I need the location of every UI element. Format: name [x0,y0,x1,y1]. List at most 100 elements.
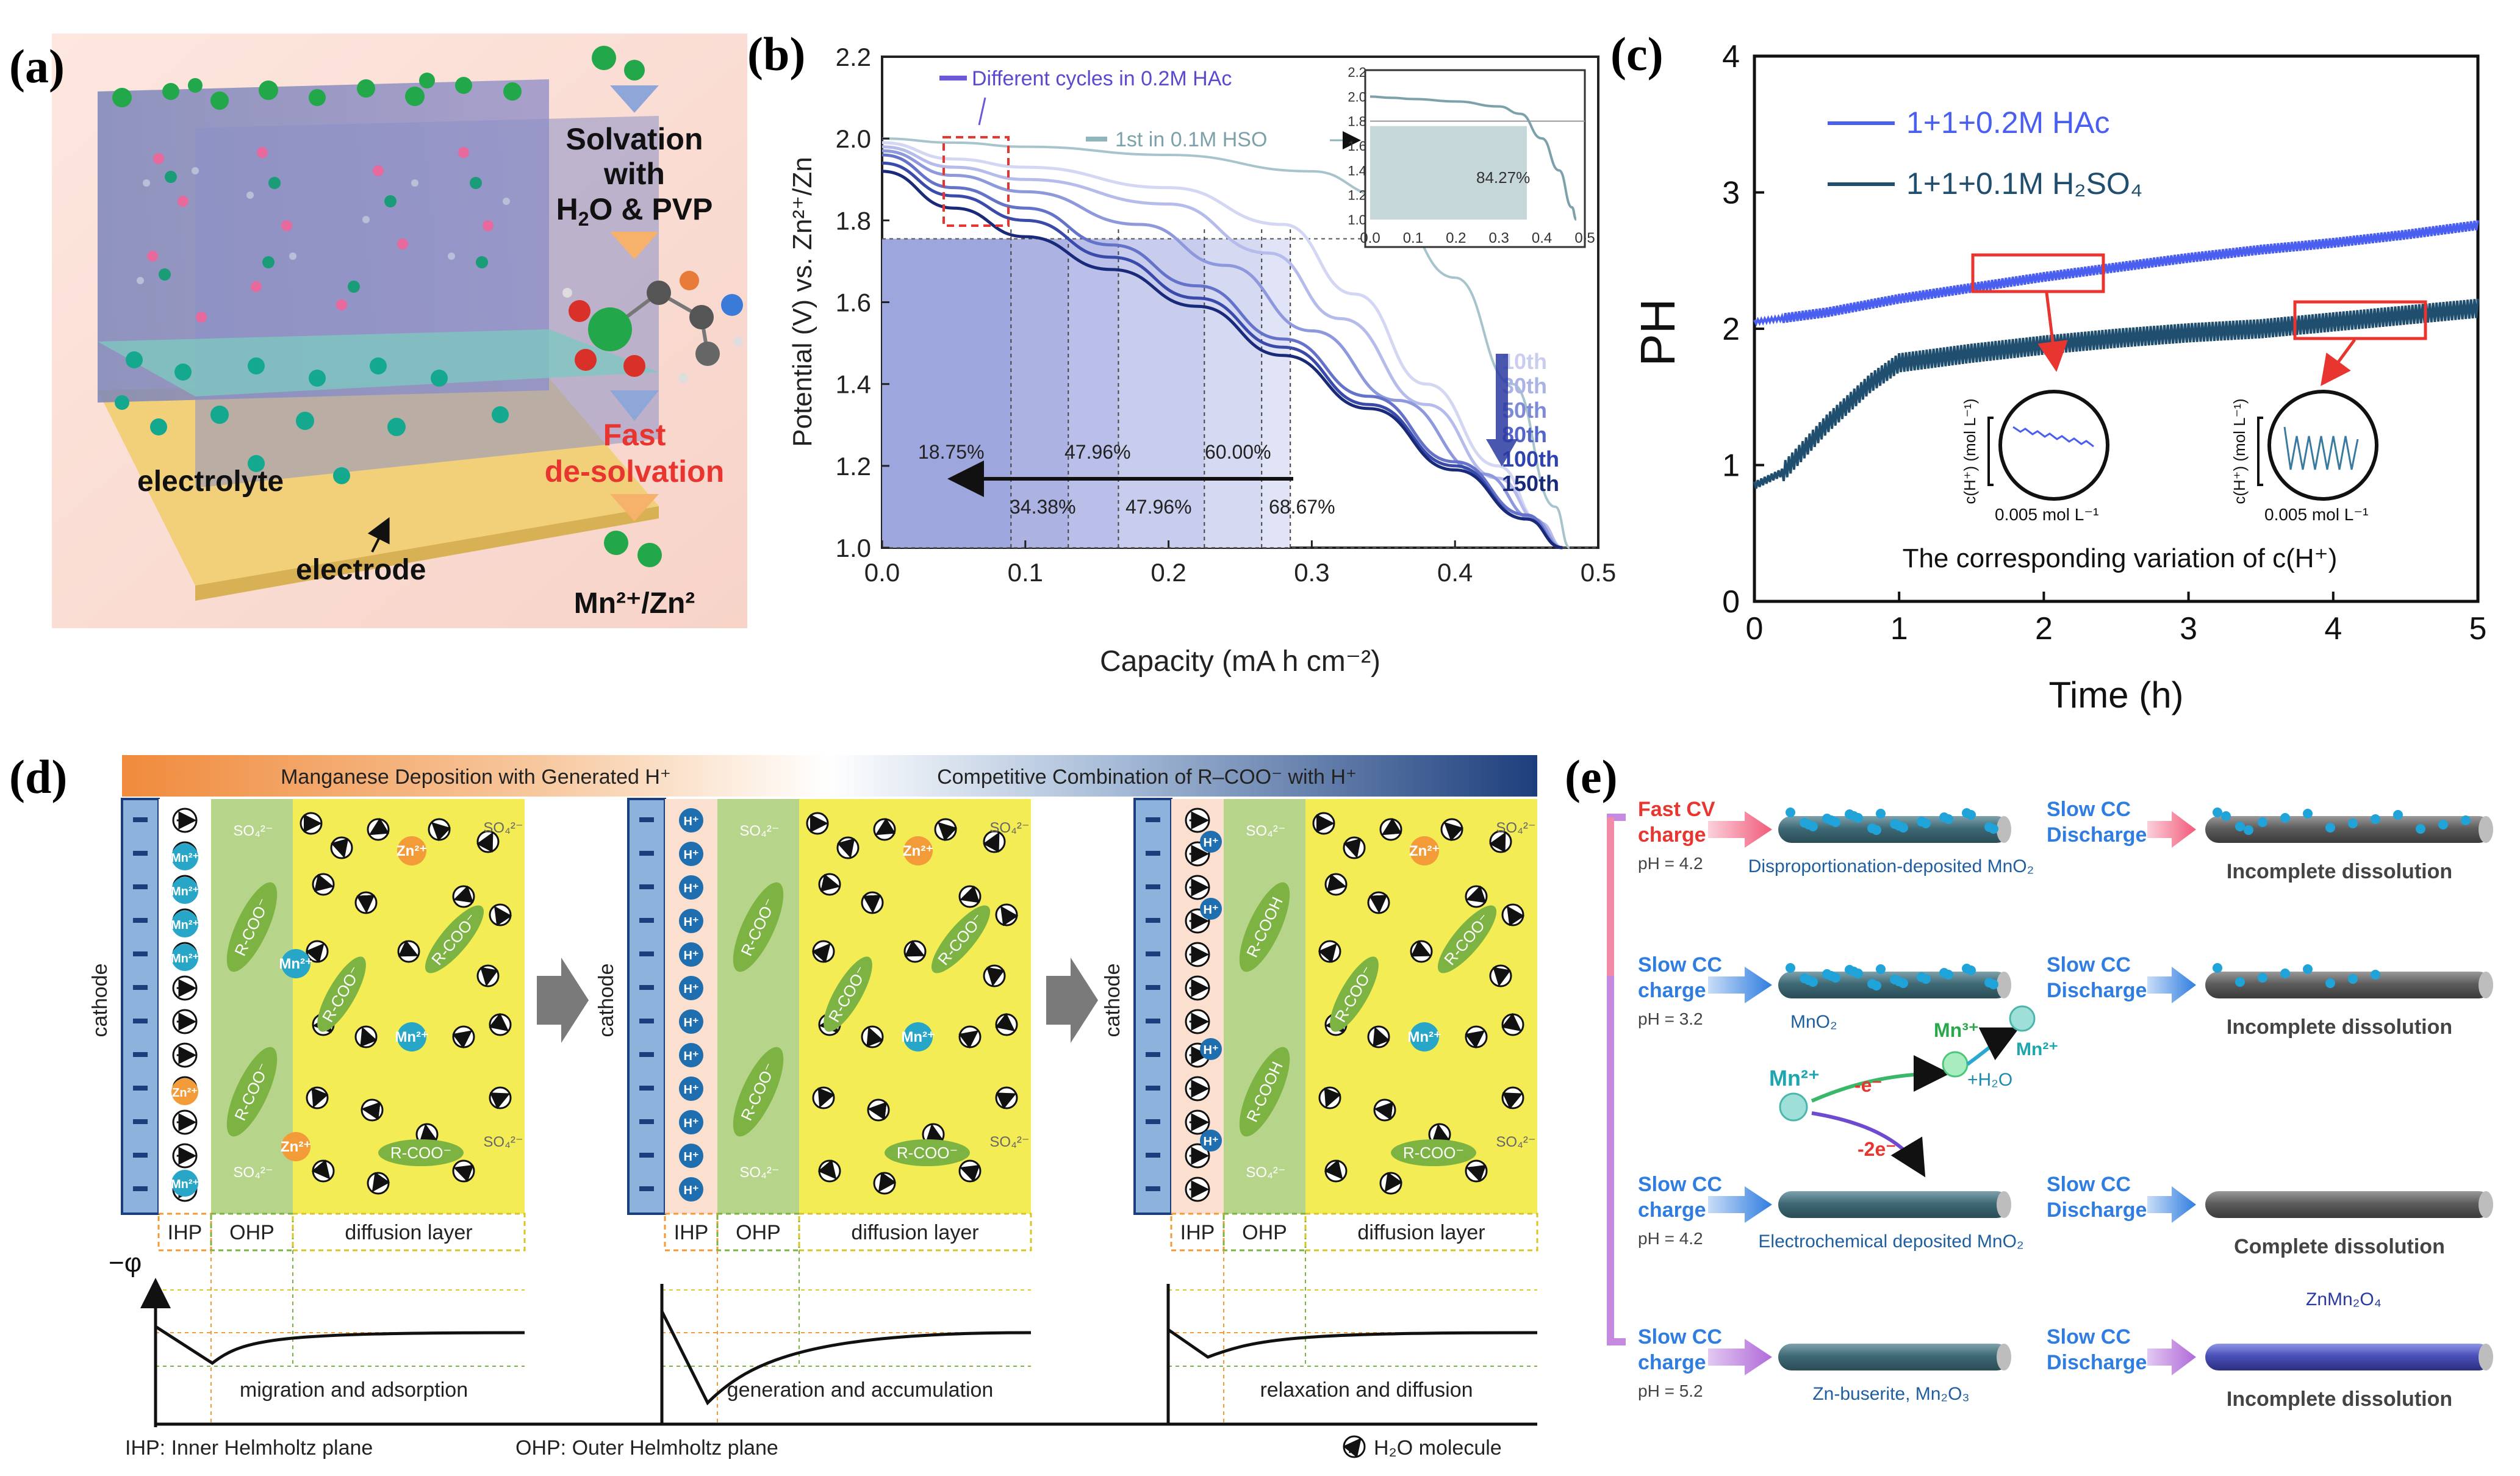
ph-label: pH = 5.2 [1638,1381,1703,1400]
deposit-dot-4 [2303,809,2313,819]
bubble-label: Mn²⁺ [171,952,199,965]
minus-sign-5 [639,985,654,990]
bubble-label: Mn²⁺ [1407,1029,1441,1045]
deposit-dot-16 [1939,968,1949,978]
deposit-dot-22 [1867,823,1877,833]
bubble-label: Mn²⁺ [171,851,199,865]
bubble-label: Mn²⁺ [171,919,199,932]
panel-b: (b) 0.0 0.1 0.2 0.3 0.4 0.5 1.0 1.2 1.4 1.6 1.8 2.0… [747,27,1616,678]
electrolyte-label: electrolyte [137,465,284,498]
water-arrow [1318,943,1337,963]
c-x-tick-label-5: 5 [2469,611,2487,647]
bubble-label: Mn²⁺ [395,1029,428,1045]
deposit-dot-0 [2213,808,2222,817]
charge-label-2: charge [1638,823,1706,847]
ions-label: Mn²⁺/Zn² [574,587,695,620]
diff-water-21 [367,1172,390,1195]
diff-water-22 [452,1159,475,1183]
ph-label: pH = 4.2 [1638,1229,1703,1248]
minus-sign-10 [639,1153,654,1158]
electrode-bar [627,798,666,1215]
ellipse-label: R-COO⁻ [1403,1144,1464,1162]
charge-arrow [1708,811,1772,848]
c-x-tick-label-3: 3 [2180,611,2197,647]
diff-water-3 [428,818,451,842]
discharge-arrow [2147,1339,2196,1375]
minus-sign-5 [133,985,148,990]
discharge-label-1: Slow CC [2047,953,2131,976]
deposit-dot-4 [1876,809,1886,819]
result-label: Incomplete dissolution [2227,1388,2452,1411]
diff-water-2 [367,817,390,841]
bubble-shape [679,875,703,900]
mn2b-sphere [2009,1005,2036,1032]
diffusion-label: diffusion layer [345,1221,472,1244]
inset-y-tick-4: 1.8 [1348,114,1366,129]
diff-water-20 [311,1159,335,1183]
bubble-shape [1200,831,1222,853]
bubble-label: Mn²⁺ [901,1029,935,1045]
bubble-label: H⁺ [684,1150,699,1164]
solvation-molecule [562,271,743,383]
charge-label-1: Fast CV [1638,798,1715,821]
ohp-mn: Mn²⁺ [279,949,313,978]
bubble-shape [679,1110,703,1134]
water-arrow [938,822,958,842]
rod-body [1778,1191,2010,1218]
phi-label: −φ [109,1248,142,1278]
minus-sign-0 [1146,817,1160,822]
ihp-mn-4: Mn²⁺ [171,944,199,971]
water-arrow [1410,940,1432,957]
bubble-shape [281,1132,311,1161]
charge-arrow [1708,967,1772,1003]
deposit-dot-7 [2371,814,2380,824]
electrolyte-box-front [195,116,659,488]
water-arrow [817,1159,837,1180]
ohp-zn: Zn²⁺ [281,1132,311,1161]
bubble-shape [171,1170,198,1197]
diffusion-label: diffusion layer [1357,1221,1485,1244]
diff-mn: Mn²⁺ [1407,1022,1441,1051]
diff-water-6 [354,891,378,914]
discharge-label-2: Discharge [2047,1351,2147,1374]
y-tick-label-6: 2.2 [836,43,871,71]
water-arrow [866,1026,884,1047]
water-arrow [958,1030,979,1049]
d-banner-right: Competitive Combination of R–COO⁻ with H… [937,765,1357,789]
x-tick-label-3: 0.3 [1294,558,1329,587]
ihp-water-7 [172,1042,198,1068]
fast-line2: de-solvation [545,454,724,489]
deposit-dot-17 [1962,808,1972,818]
diff-ellipse-3: R-COO⁻ [885,1139,970,1166]
bubble-label: Mn²⁺ [171,1178,199,1191]
ohp-box [1222,1213,1307,1252]
ihp-water-11 [1185,1177,1210,1202]
water-arrow [1324,1159,1343,1180]
plot-c-series [1753,220,2479,489]
panel-d: (d) Manganese Deposition with Generated … [9,750,1538,1460]
stage-3: cathodeSO₄²⁻SO₄²⁻R-COOHR-COOHZn²⁺Mn²⁺R-C… [1101,798,1538,1424]
diff-water-16 [1318,1086,1341,1109]
plot-c-ticks: 0 1 2 3 4 5 0 1 2 3 4 [1722,39,2486,647]
diff-water-1 [1343,836,1366,859]
red-dashed-box [942,136,1010,227]
water-arrow [867,1102,887,1120]
bubble-shape [397,836,426,865]
legend-h2o: H₂O molecule [1374,1436,1502,1460]
deposit-dot-5 [2325,978,2335,988]
minus-sign-2 [639,884,654,889]
mn3-label: Mn³⁺ [1934,1019,1979,1041]
ihp-mn-5: Mn²⁺ [171,1170,199,1197]
x-tick-label-4: 0.4 [1437,558,1473,587]
fast-line1: Fast [603,418,666,452]
mn2-sphere [1779,1092,1808,1122]
deposit-dot-13 [2244,825,2253,835]
bubble-shape [1200,1130,1222,1152]
solvation-line1: Solvation [565,122,703,156]
bottom-ions [115,351,509,484]
potential-curve [1167,1328,1538,1359]
minus-sign-7 [133,1052,148,1057]
water-arrow [314,873,334,892]
